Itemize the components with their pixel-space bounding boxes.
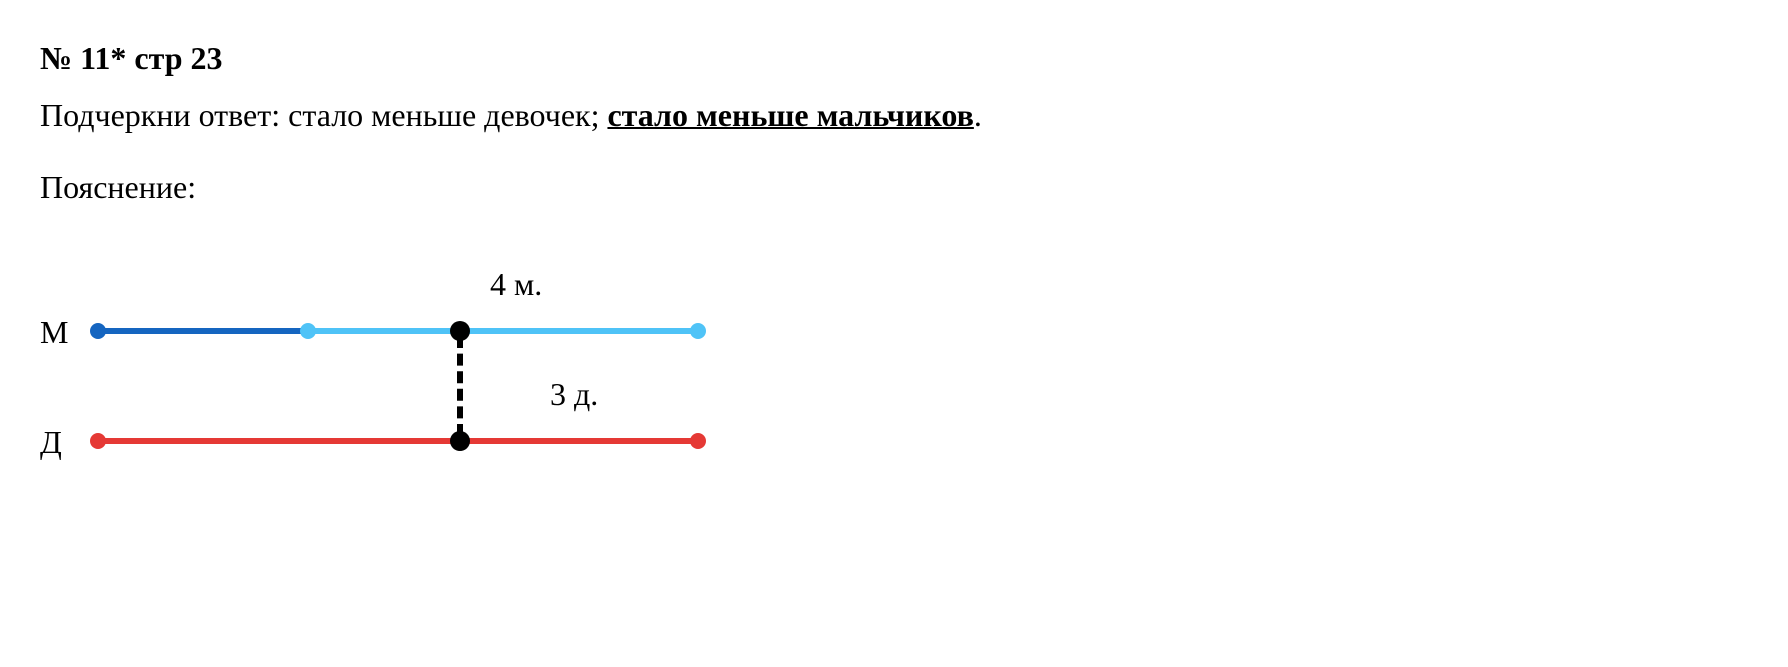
diagram: М Д 4 м. 3 д. [40,236,740,476]
dot-m-dashed [450,321,470,341]
line-m-light [308,328,698,334]
annotation-d: 3 д. [550,376,598,413]
dot-d-end [690,433,706,449]
answer-line: Подчеркни ответ: стало меньше девочек; с… [40,97,1748,134]
page-header: № 11* стр 23 [40,40,1748,77]
label-m: М [40,314,68,351]
dot-m-split [300,323,316,339]
answer-prefix: Подчеркни ответ: стало меньше девочек; [40,97,607,133]
line-d [98,438,698,444]
annotation-m: 4 м. [490,266,542,303]
dot-m-end [690,323,706,339]
dot-d-dashed [450,431,470,451]
label-d: Д [40,424,62,461]
dashed-connector [457,336,463,436]
line-m-dark [98,328,308,334]
answer-bold: стало меньше мальчиков [607,97,973,133]
dot-d-start [90,433,106,449]
dot-m-start [90,323,106,339]
answer-suffix: . [974,97,982,133]
explanation-label: Пояснение: [40,169,1748,206]
